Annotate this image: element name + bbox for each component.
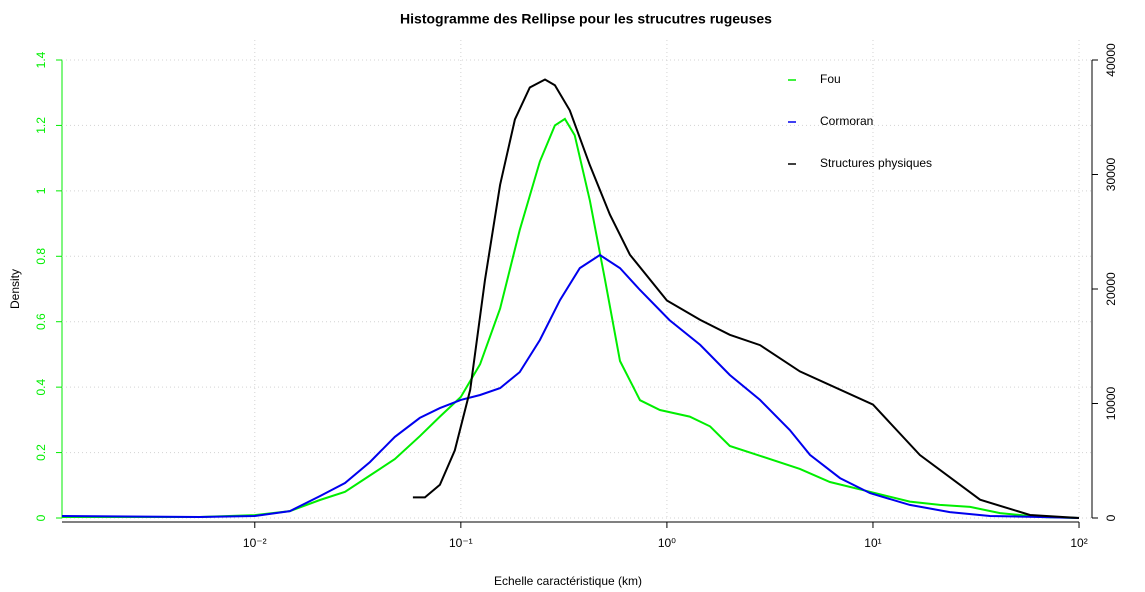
series-line [62, 117, 1080, 519]
chart-title: Histogramme des Rellipse pour les strucu… [400, 11, 772, 27]
y-tick-label: 1.4 [34, 51, 48, 68]
x-tick-label: 10⁻² [243, 536, 267, 550]
y-tick-label: 0.6 [34, 313, 48, 330]
x-tick-label: 10¹ [864, 536, 881, 550]
y2-tick-label: 20000 [1104, 272, 1118, 306]
x-tick-label: 10² [1070, 536, 1087, 550]
series-line [412, 78, 1080, 519]
y2-tick-label: 40000 [1104, 43, 1118, 77]
y-tick-label: 0.8 [34, 248, 48, 265]
y2-tick-label: 30000 [1104, 157, 1118, 191]
y2-tick-label: 10000 [1104, 386, 1118, 420]
y-axis-label: Density [8, 269, 22, 309]
x-tick-label: 10⁻¹ [449, 536, 473, 550]
y-tick-label: 1 [34, 187, 48, 194]
x-axis-label: Echelle caractéristique (km) [494, 574, 642, 588]
y-tick-label: 0 [34, 514, 48, 521]
y2-tick-label: 0 [1104, 514, 1118, 521]
legend-label: Fou [820, 72, 841, 86]
series-line [61, 253, 1080, 519]
y-tick-label: 0.2 [34, 444, 48, 461]
y-tick-label: 0.4 [34, 378, 48, 395]
legend-label: Cormoran [820, 114, 873, 128]
legend-label: Structures physiques [820, 156, 932, 170]
y-tick-label: 1.2 [34, 117, 48, 134]
x-tick-label: 10⁰ [658, 536, 676, 550]
